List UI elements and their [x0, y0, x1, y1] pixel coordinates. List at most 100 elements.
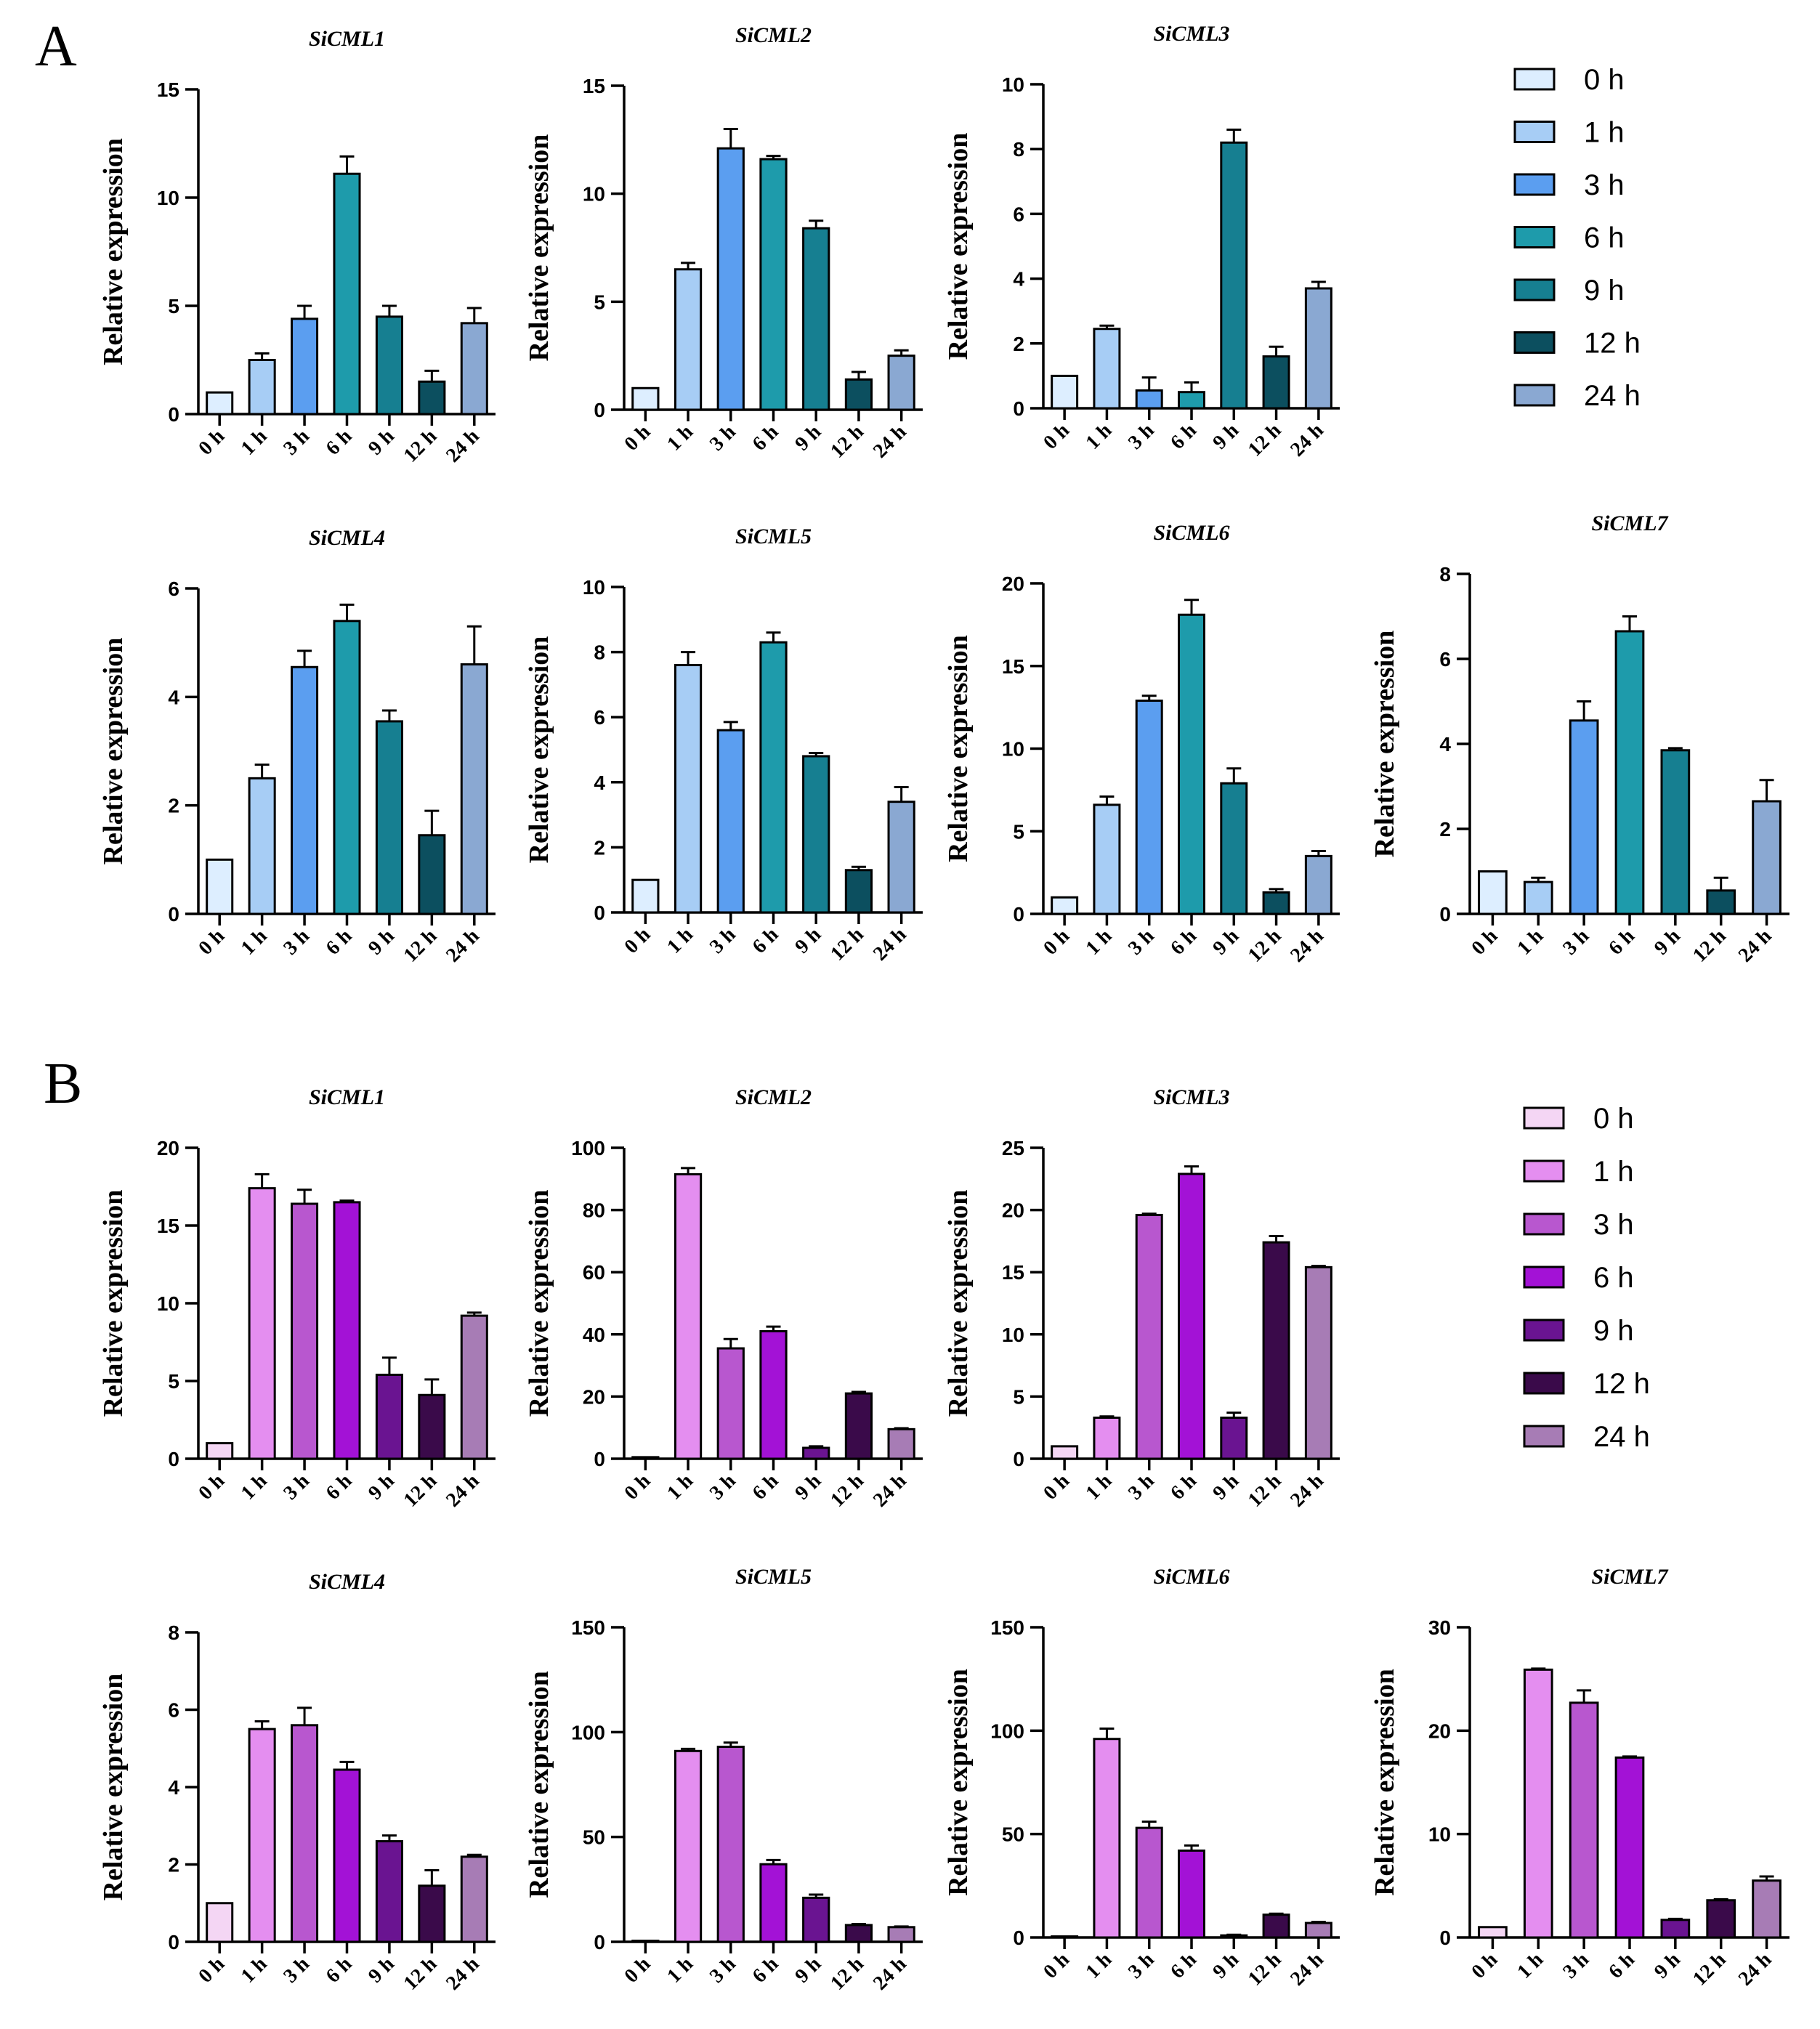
y-tick-label: 0 [1013, 1927, 1024, 1949]
x-tick-label: 12 h [400, 925, 442, 967]
bar [716, 147, 745, 411]
x-tick-label: 3 h [279, 925, 314, 960]
y-tick-label: 8 [168, 1621, 179, 1644]
y-tick-label: 0 [594, 1931, 605, 1953]
bar [1178, 613, 1205, 915]
y-tick-label: 5 [594, 291, 605, 313]
y-tick-label: 25 [1002, 1137, 1024, 1159]
y-axis-label: Relative expression [524, 134, 554, 362]
chart-title: SiCML4 [309, 1570, 385, 1594]
bar [206, 391, 234, 416]
x-tick-label: 24 h [442, 1953, 484, 1995]
bar [1135, 1213, 1163, 1460]
x-tick-label: 24 h [869, 1470, 911, 1512]
bar [460, 322, 488, 416]
y-axis-label: Relative expression [1370, 1669, 1400, 1896]
bar [716, 1347, 745, 1460]
legend-swatch [1523, 1319, 1565, 1342]
y-axis-label: Relative expression [98, 638, 129, 865]
bar [1135, 700, 1163, 915]
legend-swatch [1523, 1212, 1565, 1236]
bar [460, 1855, 488, 1943]
bar [802, 1446, 830, 1460]
bar [802, 1896, 830, 1943]
y-axis-label: Relative expression [98, 138, 129, 365]
bar [887, 1427, 915, 1460]
bar [1178, 391, 1205, 410]
bar [418, 1884, 446, 1943]
chart-b-sicml2: SiCML2 0 20 40 60 80 100 Relative expression 0 h… [524, 1085, 923, 1512]
legend-label: 3 h [1593, 1209, 1634, 1241]
y-tick-label: 6 [168, 578, 179, 600]
x-tick-label: 0 h [194, 1953, 229, 1988]
x-tick-label: 24 h [1286, 925, 1328, 967]
legend-swatch [1513, 173, 1556, 196]
legend-swatch [1523, 1372, 1565, 1395]
bar [333, 172, 361, 416]
bar [1304, 287, 1332, 410]
y-tick-label: 5 [168, 1370, 179, 1393]
bar [206, 1902, 234, 1943]
bar [460, 1314, 488, 1460]
y-tick-label: 8 [1439, 563, 1451, 586]
x-tick-label: 9 h [790, 421, 825, 455]
x-tick-label: 12 h [400, 1470, 442, 1512]
x-tick-label: 12 h [400, 425, 442, 467]
y-tick-label: 4 [1013, 268, 1024, 291]
x-tick-label: 9 h [1208, 925, 1243, 960]
y-tick-label: 4 [168, 1776, 179, 1799]
chart-title: SiCML6 [1153, 1565, 1229, 1589]
y-tick-label: 10 [1428, 1823, 1451, 1846]
x-tick-label: 1 h [1082, 1948, 1117, 1983]
x-tick-label: 9 h [364, 1953, 399, 1988]
x-tick-label: 3 h [279, 1953, 314, 1988]
bar [248, 1728, 276, 1943]
x-tick-label: 0 h [194, 925, 229, 960]
legend-swatch [1523, 1265, 1565, 1289]
bar [333, 1201, 361, 1460]
x-tick-label: 6 h [322, 1470, 357, 1504]
bar [1051, 1445, 1079, 1460]
legend-label: 0 h [1584, 64, 1625, 96]
panel-letter-a: A [35, 15, 77, 78]
y-tick-label: 0 [168, 1931, 179, 1953]
x-tick-label: 1 h [663, 421, 697, 455]
x-tick-label: 6 h [748, 421, 783, 455]
x-tick-label: 0 h [1039, 925, 1074, 960]
bar [1262, 891, 1290, 915]
legend-swatch [1523, 1106, 1565, 1130]
x-tick-label: 1 h [237, 1953, 272, 1988]
y-tick-label: 60 [583, 1261, 605, 1284]
bar [1135, 1826, 1163, 1939]
x-tick-label: 9 h [790, 923, 825, 958]
y-tick-label: 100 [990, 1720, 1024, 1742]
x-tick-label: 3 h [705, 421, 740, 455]
x-tick-label: 24 h [869, 1953, 911, 1995]
bar [887, 801, 915, 914]
bar [291, 665, 319, 915]
chart-a-sicml7: SiCML7 0 2 4 6 8 Relative expression 0 h 1 h 3 h 6… [1370, 511, 1789, 967]
legend-swatch [1513, 121, 1556, 143]
bar [887, 355, 915, 411]
x-tick-label: 0 h [194, 425, 229, 460]
y-tick-label: 2 [168, 795, 179, 817]
legend-label: 9 h [1584, 275, 1625, 307]
x-tick-label: 6 h [322, 1953, 357, 1988]
bar [375, 720, 403, 915]
chart-title: SiCML5 [735, 1565, 812, 1589]
x-tick-label: 9 h [1650, 1948, 1685, 1983]
bar [1752, 1879, 1781, 1939]
bar [1262, 1913, 1290, 1939]
x-tick-label: 1 h [663, 1470, 697, 1504]
x-tick-label: 3 h [1124, 925, 1159, 960]
legend-swatch [1523, 1159, 1565, 1183]
legend-label: 24 h [1584, 380, 1641, 412]
bar [802, 227, 830, 411]
y-axis-label: Relative expression [1370, 631, 1400, 858]
bar [1093, 1417, 1121, 1460]
y-axis-label: Relative expression [524, 1671, 554, 1898]
